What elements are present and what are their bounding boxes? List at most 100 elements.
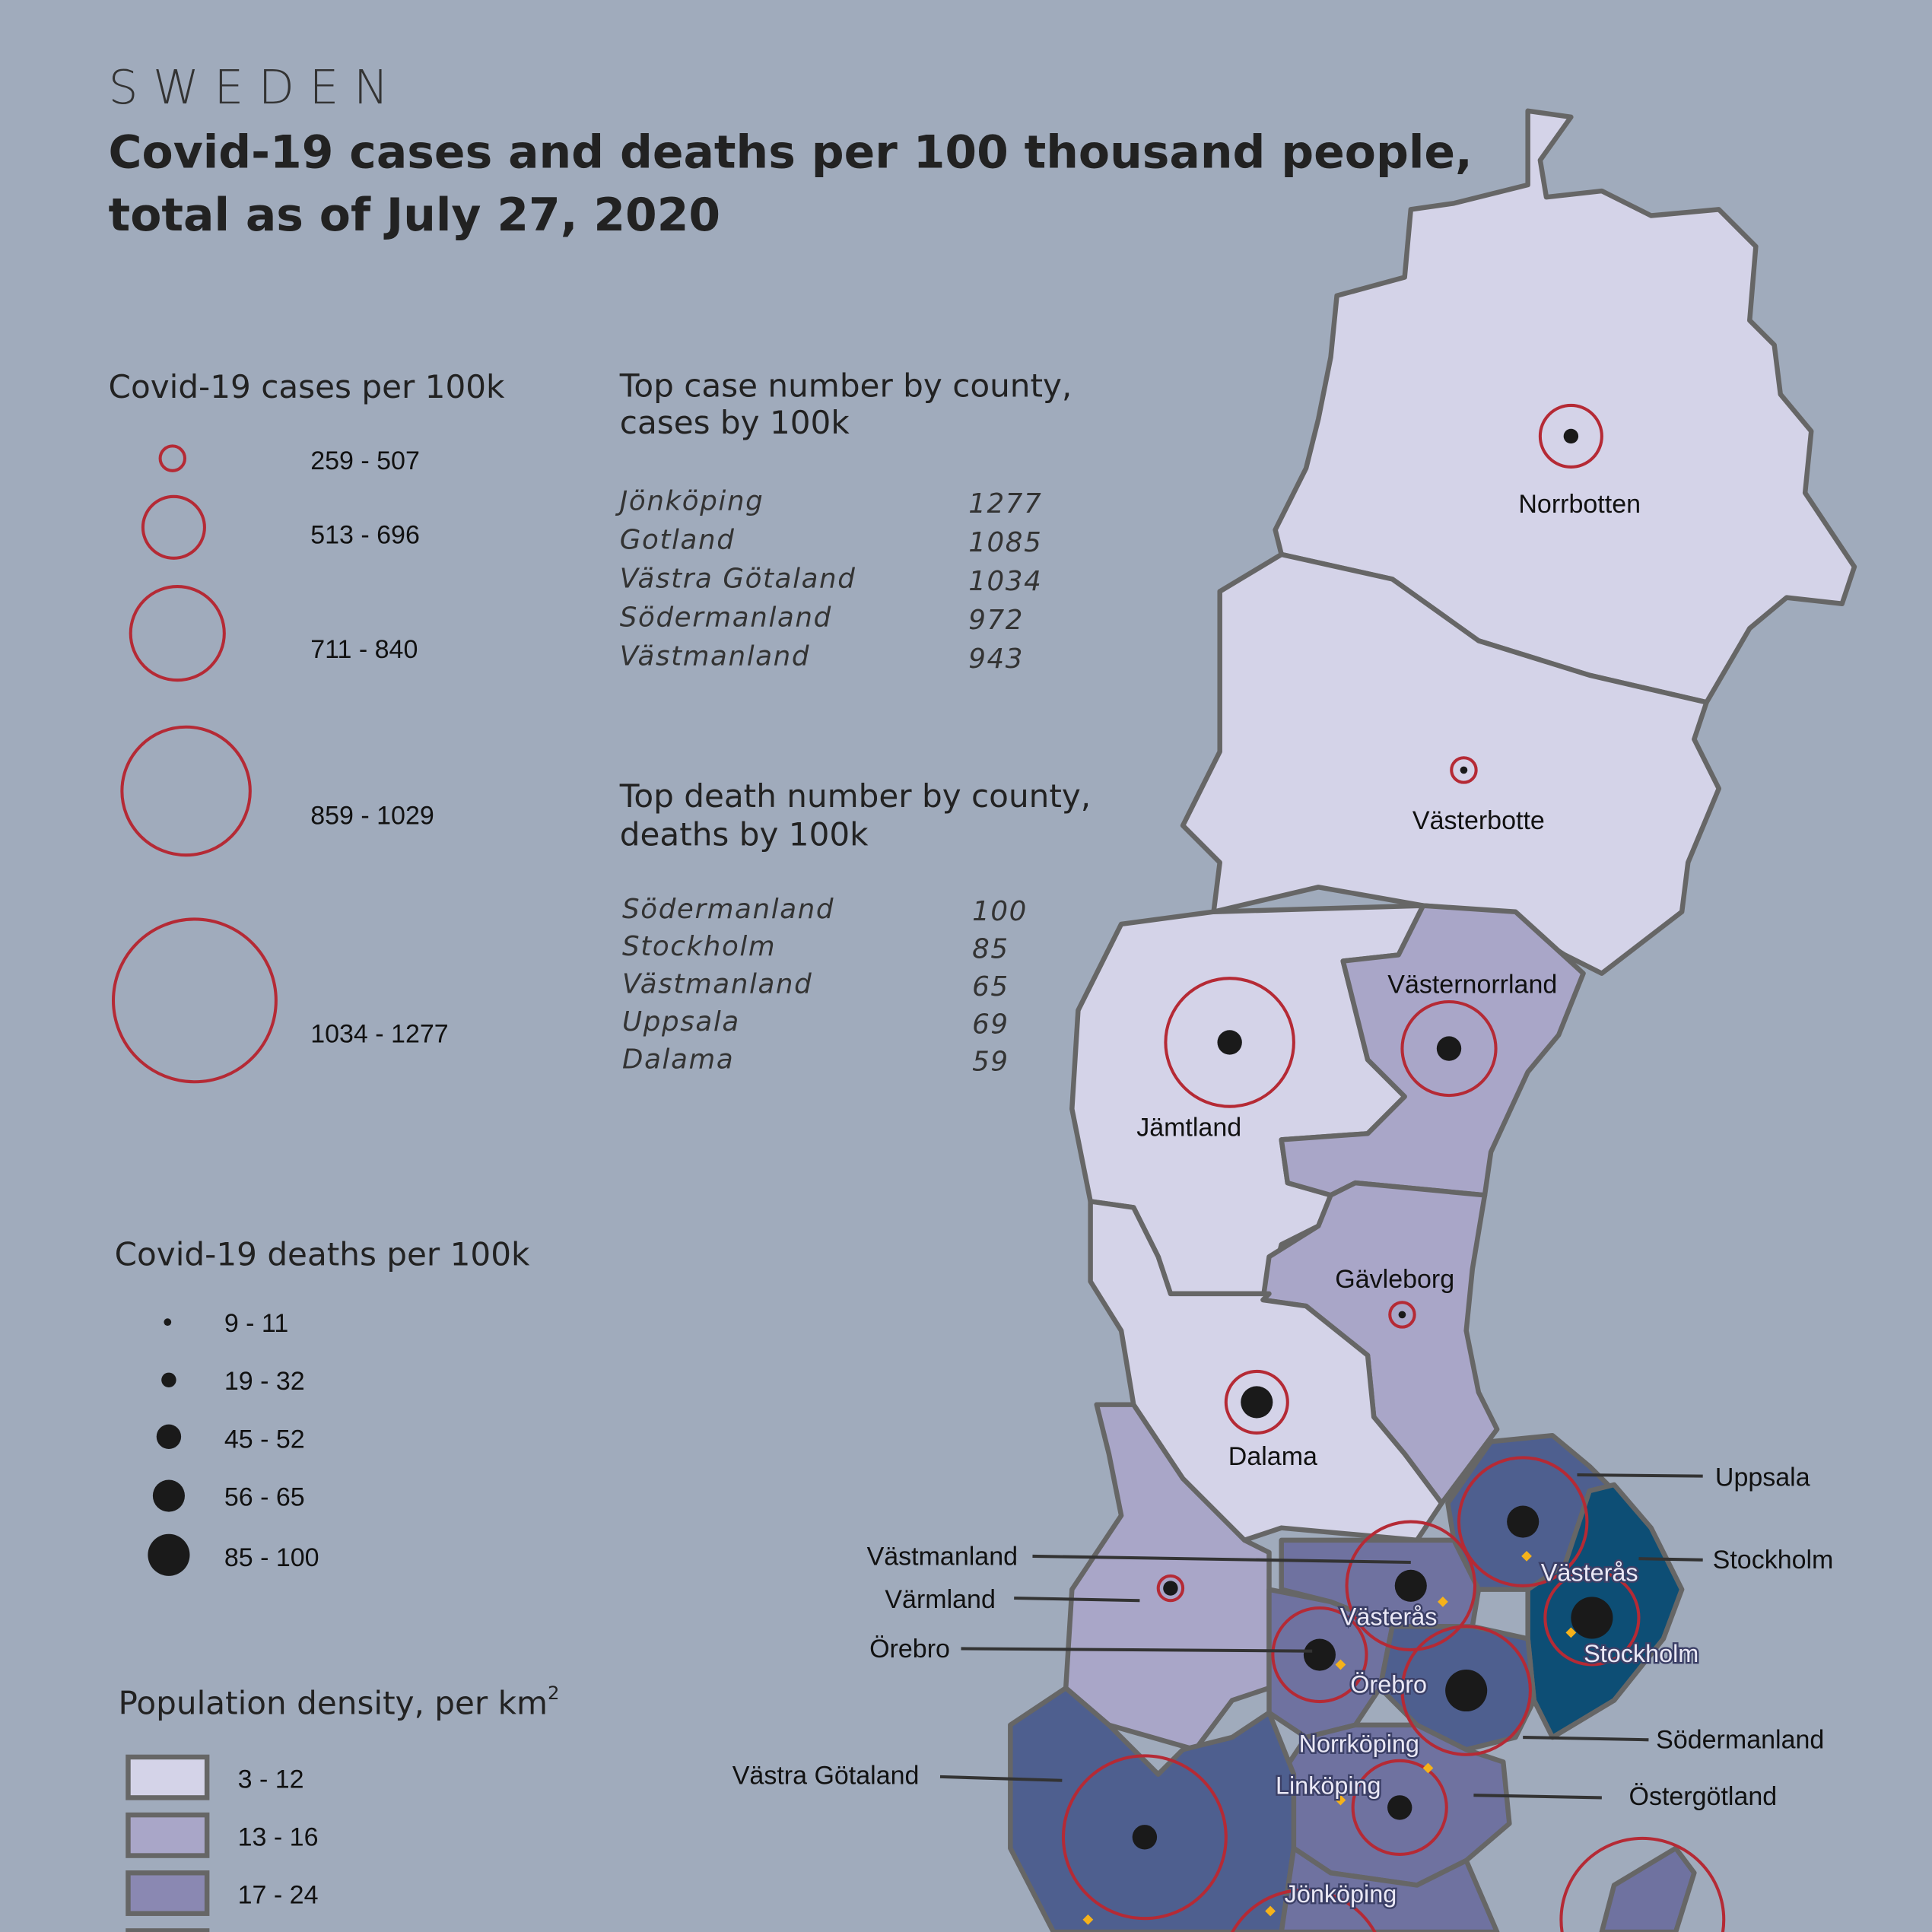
case-symbol [1400, 1625, 1532, 1756]
case-symbol [1271, 1606, 1368, 1704]
death-symbol [1571, 1597, 1613, 1639]
list-value: 69 [972, 1009, 1009, 1040]
legend-label: 13 - 16 [238, 1823, 319, 1852]
death-symbol [1387, 1795, 1412, 1820]
list-county: Jönköping [615, 486, 764, 517]
legend-swatch [126, 1754, 210, 1800]
county-label: Södermanland [1656, 1726, 1824, 1755]
list-county: Dalama [622, 1044, 734, 1075]
leader-lines [939, 1473, 1703, 1800]
legend-label: 1034 - 1277 [310, 1019, 449, 1048]
case-symbol [1543, 1569, 1641, 1667]
legend-symbol [158, 444, 187, 472]
death-symbol [1132, 1825, 1158, 1850]
title: Covid-19 cases and deaths per 100 thousa… [109, 126, 1473, 179]
region-vastra-gotaland [1008, 1686, 1297, 1932]
city-markers [1082, 1551, 1577, 1925]
legend-title-superscript: 2 [548, 1682, 559, 1704]
top-deaths: Top death number by county, deaths by 10… [619, 777, 1091, 1078]
list-value: 943 [968, 643, 1024, 675]
legend-symbol [141, 494, 206, 560]
legend-symbol [152, 1479, 185, 1512]
death-symbol [1436, 1036, 1462, 1061]
list-county: Västra Götaland [620, 564, 856, 595]
county-label: Västerbotte [1412, 806, 1545, 835]
legend-symbol [148, 1533, 190, 1576]
legend-label: 19 - 32 [224, 1367, 305, 1396]
case-symbol [1450, 756, 1478, 784]
list-county: Uppsala [622, 1006, 740, 1037]
list-value: 1034 [968, 566, 1042, 597]
death-symbol [1394, 1569, 1427, 1602]
legend-symbol [129, 585, 226, 682]
legend-swatch [126, 1870, 210, 1916]
case-symbol [1224, 1369, 1289, 1435]
region-vasterbotten [1180, 551, 1721, 976]
map-symbols [939, 403, 1726, 1932]
list-county: Södermanland [620, 602, 832, 634]
legend-swatch [126, 1812, 210, 1858]
legend-label: 56 - 65 [224, 1483, 305, 1512]
death-symbol [1303, 1638, 1336, 1671]
legend-label: 513 - 696 [310, 520, 420, 549]
case-symbol [1345, 1520, 1477, 1652]
case-symbol [1457, 1456, 1589, 1587]
list-county: Södermanland [622, 894, 834, 925]
city-label: Västerås [1541, 1559, 1638, 1586]
list-value: 100 [972, 896, 1028, 927]
list-title: Top death number by county, [619, 777, 1091, 815]
city-label: Jönköping [1285, 1880, 1397, 1908]
list-value: 65 [972, 971, 1009, 1003]
case-symbol [1538, 403, 1603, 469]
legend-title: Covid-19 deaths per 100k [115, 1236, 530, 1273]
county-label: Östergötland [1629, 1782, 1778, 1811]
legend-symbol [164, 1318, 172, 1327]
cases-legend: Covid-19 cases per 100k 259 - 507 513 - … [109, 368, 505, 1084]
case-symbol [1400, 999, 1498, 1098]
map-labels: Norrbotten Västerbotte Jämtland Västerno… [732, 490, 1834, 1910]
legend-symbol [120, 725, 252, 857]
list-county: Västmanland [620, 641, 810, 672]
legend-symbol [112, 917, 278, 1084]
county-label: Norrbotten [1518, 490, 1641, 519]
legend-symbol [161, 1372, 176, 1388]
legend-symbol [156, 1424, 182, 1449]
city-label: Örebro [1350, 1671, 1427, 1698]
legend-label: 9 - 11 [224, 1309, 288, 1338]
list-county: Stockholm [622, 931, 776, 962]
city-label: Stockholm [1584, 1640, 1698, 1667]
list-title: Top case number by county, [619, 367, 1072, 405]
county-label: Västmanland [867, 1542, 1018, 1571]
list-county: Västmanland [622, 969, 812, 1000]
region-jonkoping [1279, 1845, 1500, 1932]
city-label: Linköping [1276, 1772, 1381, 1800]
death-symbol [1241, 1386, 1273, 1419]
legend-label: 45 - 52 [224, 1425, 305, 1454]
legend-label: 711 - 840 [310, 635, 418, 664]
county-label: Jämtland [1136, 1114, 1241, 1142]
list-value: 85 [972, 933, 1009, 964]
case-symbol [1164, 977, 1295, 1108]
county-label: Örebro [869, 1635, 950, 1663]
region-gotland [1599, 1845, 1697, 1932]
list-title: cases by 100k [620, 404, 850, 441]
legend-title: Population density, per km2 [119, 1682, 560, 1721]
case-symbol [1156, 1574, 1185, 1603]
list-value: 1277 [968, 488, 1042, 520]
death-symbol [1445, 1669, 1488, 1712]
legend-label: 85 - 100 [224, 1543, 319, 1572]
death-symbol [1563, 428, 1579, 444]
death-symbol [1398, 1311, 1406, 1319]
legend-title-text: Population density, per km [119, 1684, 548, 1721]
case-symbol [1351, 1759, 1448, 1856]
county-label: Västra Götaland [732, 1762, 920, 1791]
death-symbol [1507, 1505, 1540, 1538]
density-legend: Population density, per km2 3 - 12 13 - … [119, 1682, 560, 1932]
county-label: Värmland [885, 1585, 996, 1614]
death-symbol [1163, 1581, 1178, 1596]
county-label: Västernorrland [1387, 971, 1557, 999]
list-value: 972 [968, 605, 1024, 636]
list-county: Gotland [620, 525, 736, 556]
